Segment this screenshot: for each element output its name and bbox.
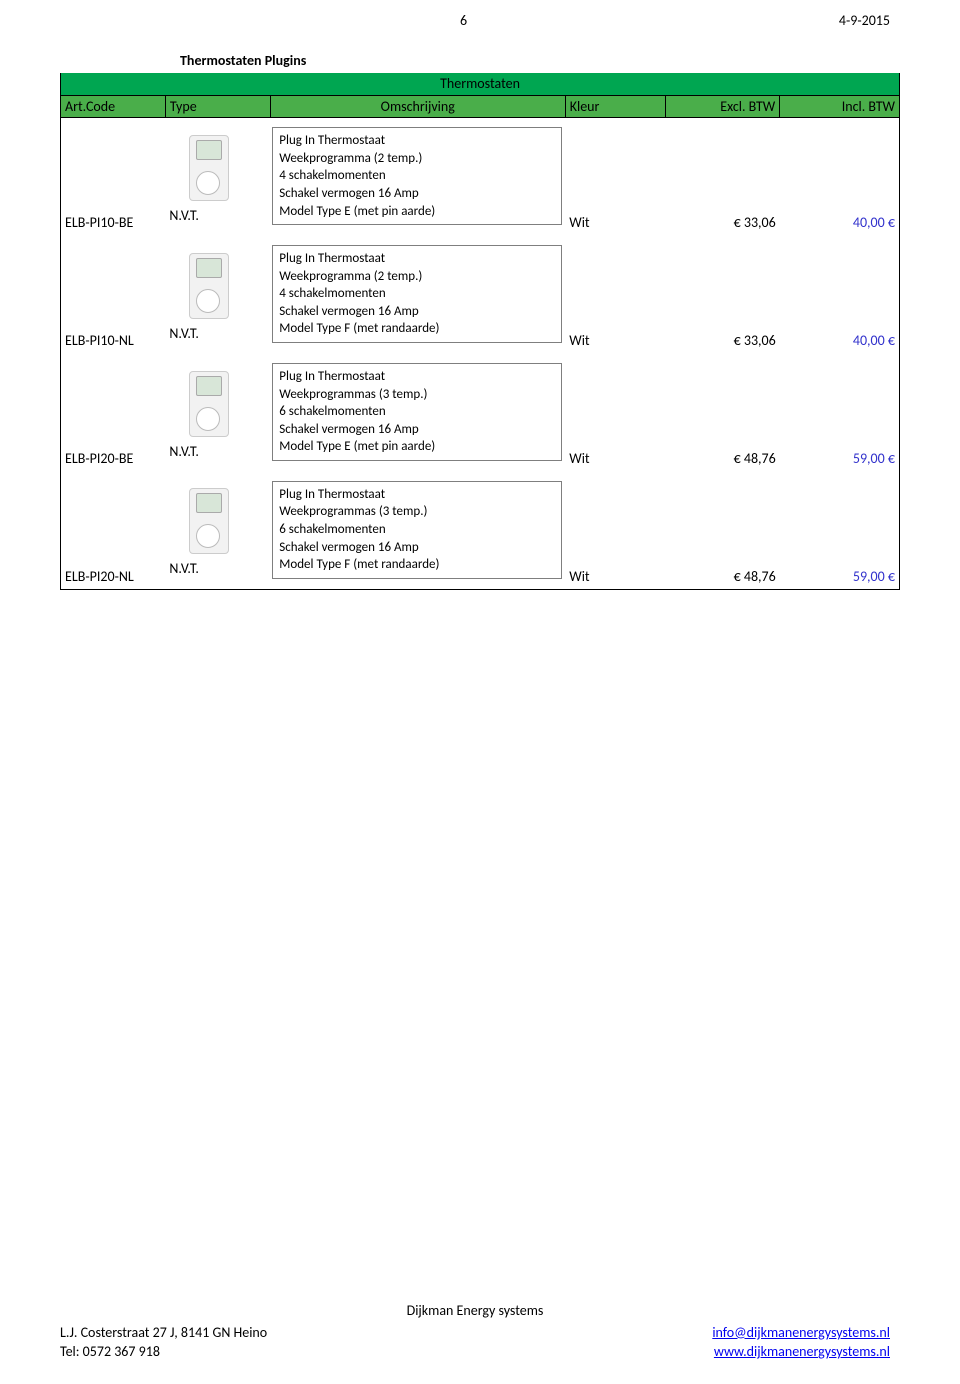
table-subheader-row: Thermostaten (61, 73, 900, 95)
cell-excl: € 33,06 (665, 117, 780, 235)
table-row: ELB-PI10-NL N.V.T. Plug In ThermostaatWe… (61, 235, 900, 353)
cell-color: Wit (565, 471, 665, 589)
cell-incl: 40,00 € (780, 117, 900, 235)
page-date: 4-9-2015 (839, 12, 890, 29)
cell-incl: 59,00 € (780, 471, 900, 589)
type-text: N.V.T. (169, 443, 199, 460)
cell-desc: Plug In ThermostaatWeekprogrammas (3 tem… (270, 471, 565, 589)
type-text: N.V.T. (169, 207, 199, 224)
cell-art: ELB-PI10-BE (61, 117, 166, 235)
cell-type: N.V.T. (165, 117, 270, 235)
thermostat-icon (169, 482, 247, 560)
header-excl: Excl. BTW (665, 95, 780, 117)
header-art: Art.Code (61, 95, 166, 117)
footer-row-1: L.J. Costerstraat 27 J, 8141 GN Heino in… (60, 1323, 890, 1343)
table-row: ELB-PI20-NL N.V.T. Plug In ThermostaatWe… (61, 471, 900, 589)
desc-box: Plug In ThermostaatWeekprogramma (2 temp… (272, 127, 562, 225)
cell-desc: Plug In ThermostaatWeekprogrammas (3 tem… (270, 353, 565, 471)
cell-desc: Plug In ThermostaatWeekprogramma (2 temp… (270, 117, 565, 235)
header-color: Kleur (565, 95, 665, 117)
header-type: Type (165, 95, 270, 117)
thermostat-icon (169, 247, 247, 325)
products-table: Thermostaten Art.Code Type Omschrijving … (60, 73, 900, 590)
cell-desc: Plug In ThermostaatWeekprogramma (2 temp… (270, 235, 565, 353)
cell-excl: € 48,76 (665, 353, 780, 471)
content-area: Thermostaten Plugins Thermostaten Art.Co… (60, 52, 900, 590)
footer-phone: Tel: 0572 367 918 (60, 1342, 160, 1362)
table-subheader: Thermostaten (61, 73, 900, 95)
desc-box: Plug In ThermostaatWeekprogrammas (3 tem… (272, 481, 562, 579)
header-desc: Omschrijving (270, 95, 565, 117)
cell-incl: 40,00 € (780, 235, 900, 353)
footer-company: Dijkman Energy systems (60, 1301, 890, 1321)
cell-art: ELB-PI20-NL (61, 471, 166, 589)
cell-type: N.V.T. (165, 353, 270, 471)
table-row: ELB-PI10-BE N.V.T. Plug In ThermostaatWe… (61, 117, 900, 235)
cell-incl: 59,00 € (780, 353, 900, 471)
cell-excl: € 48,76 (665, 471, 780, 589)
table-header-row: Art.Code Type Omschrijving Kleur Excl. B… (61, 95, 900, 117)
cell-type: N.V.T. (165, 471, 270, 589)
cell-color: Wit (565, 353, 665, 471)
footer-row-2: Tel: 0572 367 918 www.dijkmanenergysyste… (60, 1342, 890, 1362)
page-number: 6 (460, 12, 467, 29)
cell-art: ELB-PI10-NL (61, 235, 166, 353)
page-footer: Dijkman Energy systems L.J. Costerstraat… (60, 1301, 890, 1362)
desc-box: Plug In ThermostaatWeekprogrammas (3 tem… (272, 363, 562, 461)
page-header: 6 4-9-2015 (0, 12, 960, 29)
cell-color: Wit (565, 117, 665, 235)
header-incl: Incl. BTW (780, 95, 900, 117)
thermostat-icon (169, 365, 247, 443)
thermostat-icon (169, 129, 247, 207)
table-row: ELB-PI20-BE N.V.T. Plug In ThermostaatWe… (61, 353, 900, 471)
cell-art: ELB-PI20-BE (61, 353, 166, 471)
footer-email-link[interactable]: info@dijkmanenergysystems.nl (712, 1323, 890, 1343)
cell-excl: € 33,06 (665, 235, 780, 353)
type-text: N.V.T. (169, 560, 199, 577)
desc-box: Plug In ThermostaatWeekprogramma (2 temp… (272, 245, 562, 343)
type-text: N.V.T. (169, 325, 199, 342)
cell-type: N.V.T. (165, 235, 270, 353)
cell-color: Wit (565, 235, 665, 353)
footer-address: L.J. Costerstraat 27 J, 8141 GN Heino (60, 1323, 267, 1343)
section-title: Thermostaten Plugins (180, 52, 900, 69)
footer-web-link[interactable]: www.dijkmanenergysystems.nl (714, 1342, 890, 1362)
